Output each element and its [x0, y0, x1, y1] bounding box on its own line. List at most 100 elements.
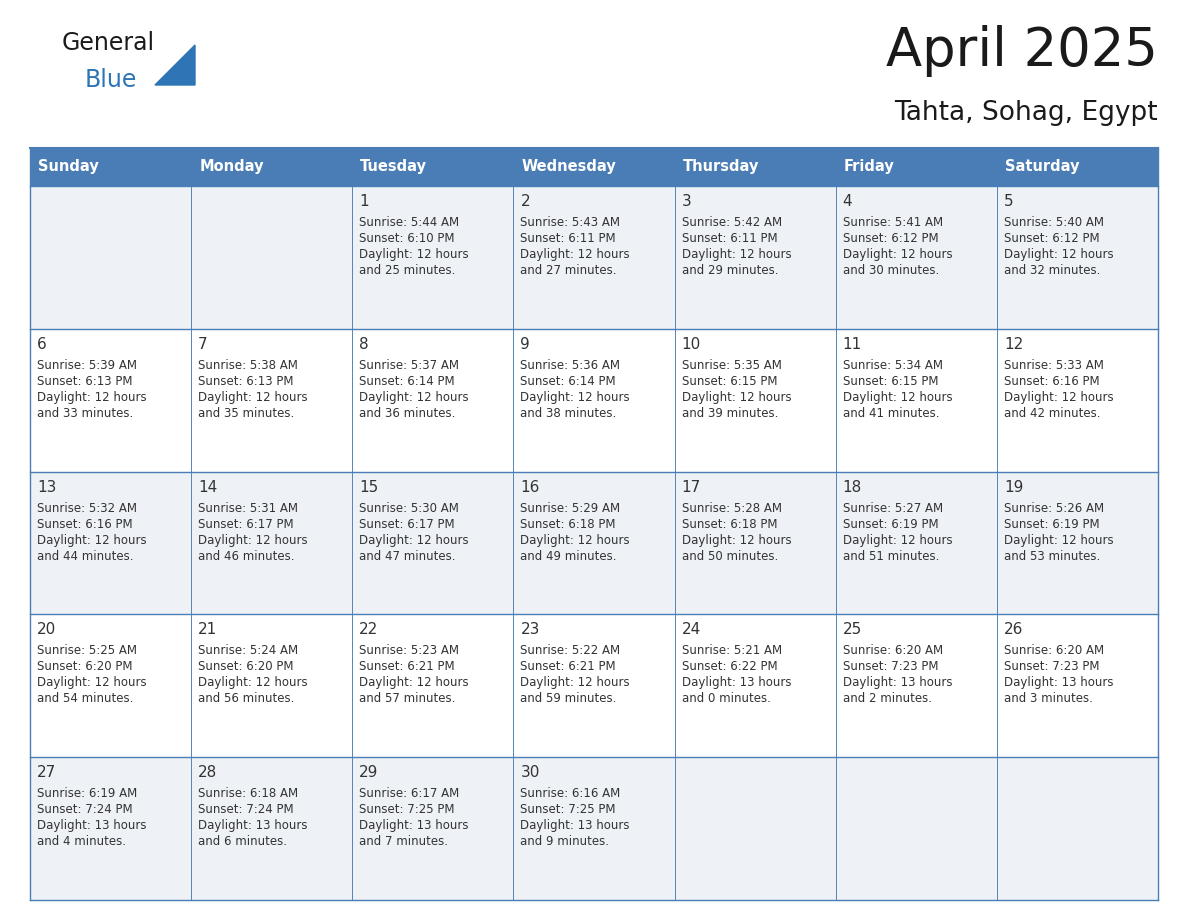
Text: Daylight: 12 hours: Daylight: 12 hours — [520, 533, 630, 546]
Text: 11: 11 — [842, 337, 862, 352]
Bar — [30, 148, 191, 186]
Text: 25: 25 — [842, 622, 862, 637]
Text: Sunrise: 5:39 AM: Sunrise: 5:39 AM — [37, 359, 137, 372]
Text: and 27 minutes.: and 27 minutes. — [520, 264, 617, 277]
Text: 13: 13 — [37, 479, 56, 495]
Text: Sunrise: 5:42 AM: Sunrise: 5:42 AM — [682, 216, 782, 229]
Text: and 33 minutes.: and 33 minutes. — [37, 407, 133, 420]
Text: Daylight: 12 hours: Daylight: 12 hours — [842, 248, 953, 261]
Text: and 29 minutes.: and 29 minutes. — [682, 264, 778, 277]
Text: Daylight: 12 hours: Daylight: 12 hours — [682, 391, 791, 404]
Text: Sunday: Sunday — [38, 160, 99, 174]
Text: Daylight: 12 hours: Daylight: 12 hours — [520, 677, 630, 689]
Bar — [30, 472, 1158, 614]
Text: 6: 6 — [37, 337, 46, 352]
Text: and 47 minutes.: and 47 minutes. — [359, 550, 456, 563]
Text: Daylight: 12 hours: Daylight: 12 hours — [37, 533, 146, 546]
Text: Daylight: 13 hours: Daylight: 13 hours — [1004, 677, 1113, 689]
Text: Sunset: 6:10 PM: Sunset: 6:10 PM — [359, 232, 455, 245]
Text: 22: 22 — [359, 622, 379, 637]
Text: and 2 minutes.: and 2 minutes. — [842, 692, 931, 705]
Text: Sunrise: 5:37 AM: Sunrise: 5:37 AM — [359, 359, 460, 372]
Text: Sunset: 6:19 PM: Sunset: 6:19 PM — [842, 518, 939, 531]
Text: 17: 17 — [682, 479, 701, 495]
Text: 30: 30 — [520, 766, 539, 780]
Bar — [30, 186, 1158, 329]
Text: and 46 minutes.: and 46 minutes. — [198, 550, 295, 563]
Text: Sunset: 6:17 PM: Sunset: 6:17 PM — [359, 518, 455, 531]
Text: Sunrise: 5:35 AM: Sunrise: 5:35 AM — [682, 359, 782, 372]
Text: 12: 12 — [1004, 337, 1023, 352]
Text: Sunrise: 5:26 AM: Sunrise: 5:26 AM — [1004, 501, 1104, 515]
Bar — [675, 148, 835, 186]
Text: Sunrise: 5:43 AM: Sunrise: 5:43 AM — [520, 216, 620, 229]
Text: 29: 29 — [359, 766, 379, 780]
Text: Sunrise: 6:17 AM: Sunrise: 6:17 AM — [359, 788, 460, 800]
Text: Sunrise: 5:22 AM: Sunrise: 5:22 AM — [520, 644, 620, 657]
Text: Daylight: 12 hours: Daylight: 12 hours — [359, 248, 469, 261]
Bar — [997, 148, 1158, 186]
Text: Sunrise: 5:25 AM: Sunrise: 5:25 AM — [37, 644, 137, 657]
Bar — [353, 148, 513, 186]
Text: Daylight: 12 hours: Daylight: 12 hours — [520, 391, 630, 404]
Text: Sunset: 6:13 PM: Sunset: 6:13 PM — [198, 375, 293, 387]
Text: 21: 21 — [198, 622, 217, 637]
Text: Sunrise: 6:20 AM: Sunrise: 6:20 AM — [1004, 644, 1104, 657]
Text: 24: 24 — [682, 622, 701, 637]
Text: 18: 18 — [842, 479, 862, 495]
Text: and 6 minutes.: and 6 minutes. — [198, 835, 287, 848]
Text: Daylight: 12 hours: Daylight: 12 hours — [842, 391, 953, 404]
Text: Daylight: 12 hours: Daylight: 12 hours — [842, 533, 953, 546]
Text: and 38 minutes.: and 38 minutes. — [520, 407, 617, 420]
Text: Sunset: 7:25 PM: Sunset: 7:25 PM — [359, 803, 455, 816]
Text: and 25 minutes.: and 25 minutes. — [359, 264, 456, 277]
Bar — [513, 148, 675, 186]
Text: and 49 minutes.: and 49 minutes. — [520, 550, 617, 563]
Text: Daylight: 12 hours: Daylight: 12 hours — [37, 391, 146, 404]
Bar — [835, 148, 997, 186]
Text: and 41 minutes.: and 41 minutes. — [842, 407, 940, 420]
Text: 14: 14 — [198, 479, 217, 495]
Text: Sunrise: 5:32 AM: Sunrise: 5:32 AM — [37, 501, 137, 515]
Text: Sunrise: 5:38 AM: Sunrise: 5:38 AM — [198, 359, 298, 372]
Text: and 0 minutes.: and 0 minutes. — [682, 692, 771, 705]
Text: Sunset: 6:12 PM: Sunset: 6:12 PM — [1004, 232, 1099, 245]
Text: Daylight: 12 hours: Daylight: 12 hours — [198, 533, 308, 546]
Text: Sunrise: 6:20 AM: Sunrise: 6:20 AM — [842, 644, 943, 657]
Text: Sunset: 6:19 PM: Sunset: 6:19 PM — [1004, 518, 1099, 531]
Text: Sunset: 6:14 PM: Sunset: 6:14 PM — [359, 375, 455, 387]
Text: Sunset: 6:16 PM: Sunset: 6:16 PM — [37, 518, 133, 531]
Text: Daylight: 12 hours: Daylight: 12 hours — [1004, 391, 1113, 404]
Text: and 32 minutes.: and 32 minutes. — [1004, 264, 1100, 277]
Text: Sunset: 6:21 PM: Sunset: 6:21 PM — [359, 660, 455, 674]
Text: and 44 minutes.: and 44 minutes. — [37, 550, 133, 563]
Text: Sunset: 6:12 PM: Sunset: 6:12 PM — [842, 232, 939, 245]
Text: Sunrise: 5:44 AM: Sunrise: 5:44 AM — [359, 216, 460, 229]
Text: 20: 20 — [37, 622, 56, 637]
Text: 19: 19 — [1004, 479, 1023, 495]
Text: April 2025: April 2025 — [886, 25, 1158, 77]
Text: 15: 15 — [359, 479, 379, 495]
Text: Friday: Friday — [843, 160, 895, 174]
Text: Sunset: 6:20 PM: Sunset: 6:20 PM — [37, 660, 133, 674]
Text: Tahta, Sohag, Egypt: Tahta, Sohag, Egypt — [895, 100, 1158, 126]
Text: Sunset: 7:24 PM: Sunset: 7:24 PM — [37, 803, 133, 816]
Text: 7: 7 — [198, 337, 208, 352]
Text: and 36 minutes.: and 36 minutes. — [359, 407, 456, 420]
Text: and 57 minutes.: and 57 minutes. — [359, 692, 456, 705]
Text: Sunrise: 5:31 AM: Sunrise: 5:31 AM — [198, 501, 298, 515]
Text: and 56 minutes.: and 56 minutes. — [198, 692, 295, 705]
Text: Sunrise: 5:23 AM: Sunrise: 5:23 AM — [359, 644, 460, 657]
Text: Sunrise: 5:40 AM: Sunrise: 5:40 AM — [1004, 216, 1104, 229]
Text: Daylight: 12 hours: Daylight: 12 hours — [682, 533, 791, 546]
Text: Sunset: 6:15 PM: Sunset: 6:15 PM — [842, 375, 939, 387]
Text: 5: 5 — [1004, 194, 1013, 209]
Text: Sunset: 6:18 PM: Sunset: 6:18 PM — [682, 518, 777, 531]
Text: and 51 minutes.: and 51 minutes. — [842, 550, 939, 563]
Text: Tuesday: Tuesday — [360, 160, 428, 174]
Text: Sunset: 6:14 PM: Sunset: 6:14 PM — [520, 375, 617, 387]
Text: Sunrise: 5:29 AM: Sunrise: 5:29 AM — [520, 501, 620, 515]
Text: Sunrise: 5:33 AM: Sunrise: 5:33 AM — [1004, 359, 1104, 372]
Text: Sunset: 6:15 PM: Sunset: 6:15 PM — [682, 375, 777, 387]
Text: Saturday: Saturday — [1005, 160, 1080, 174]
